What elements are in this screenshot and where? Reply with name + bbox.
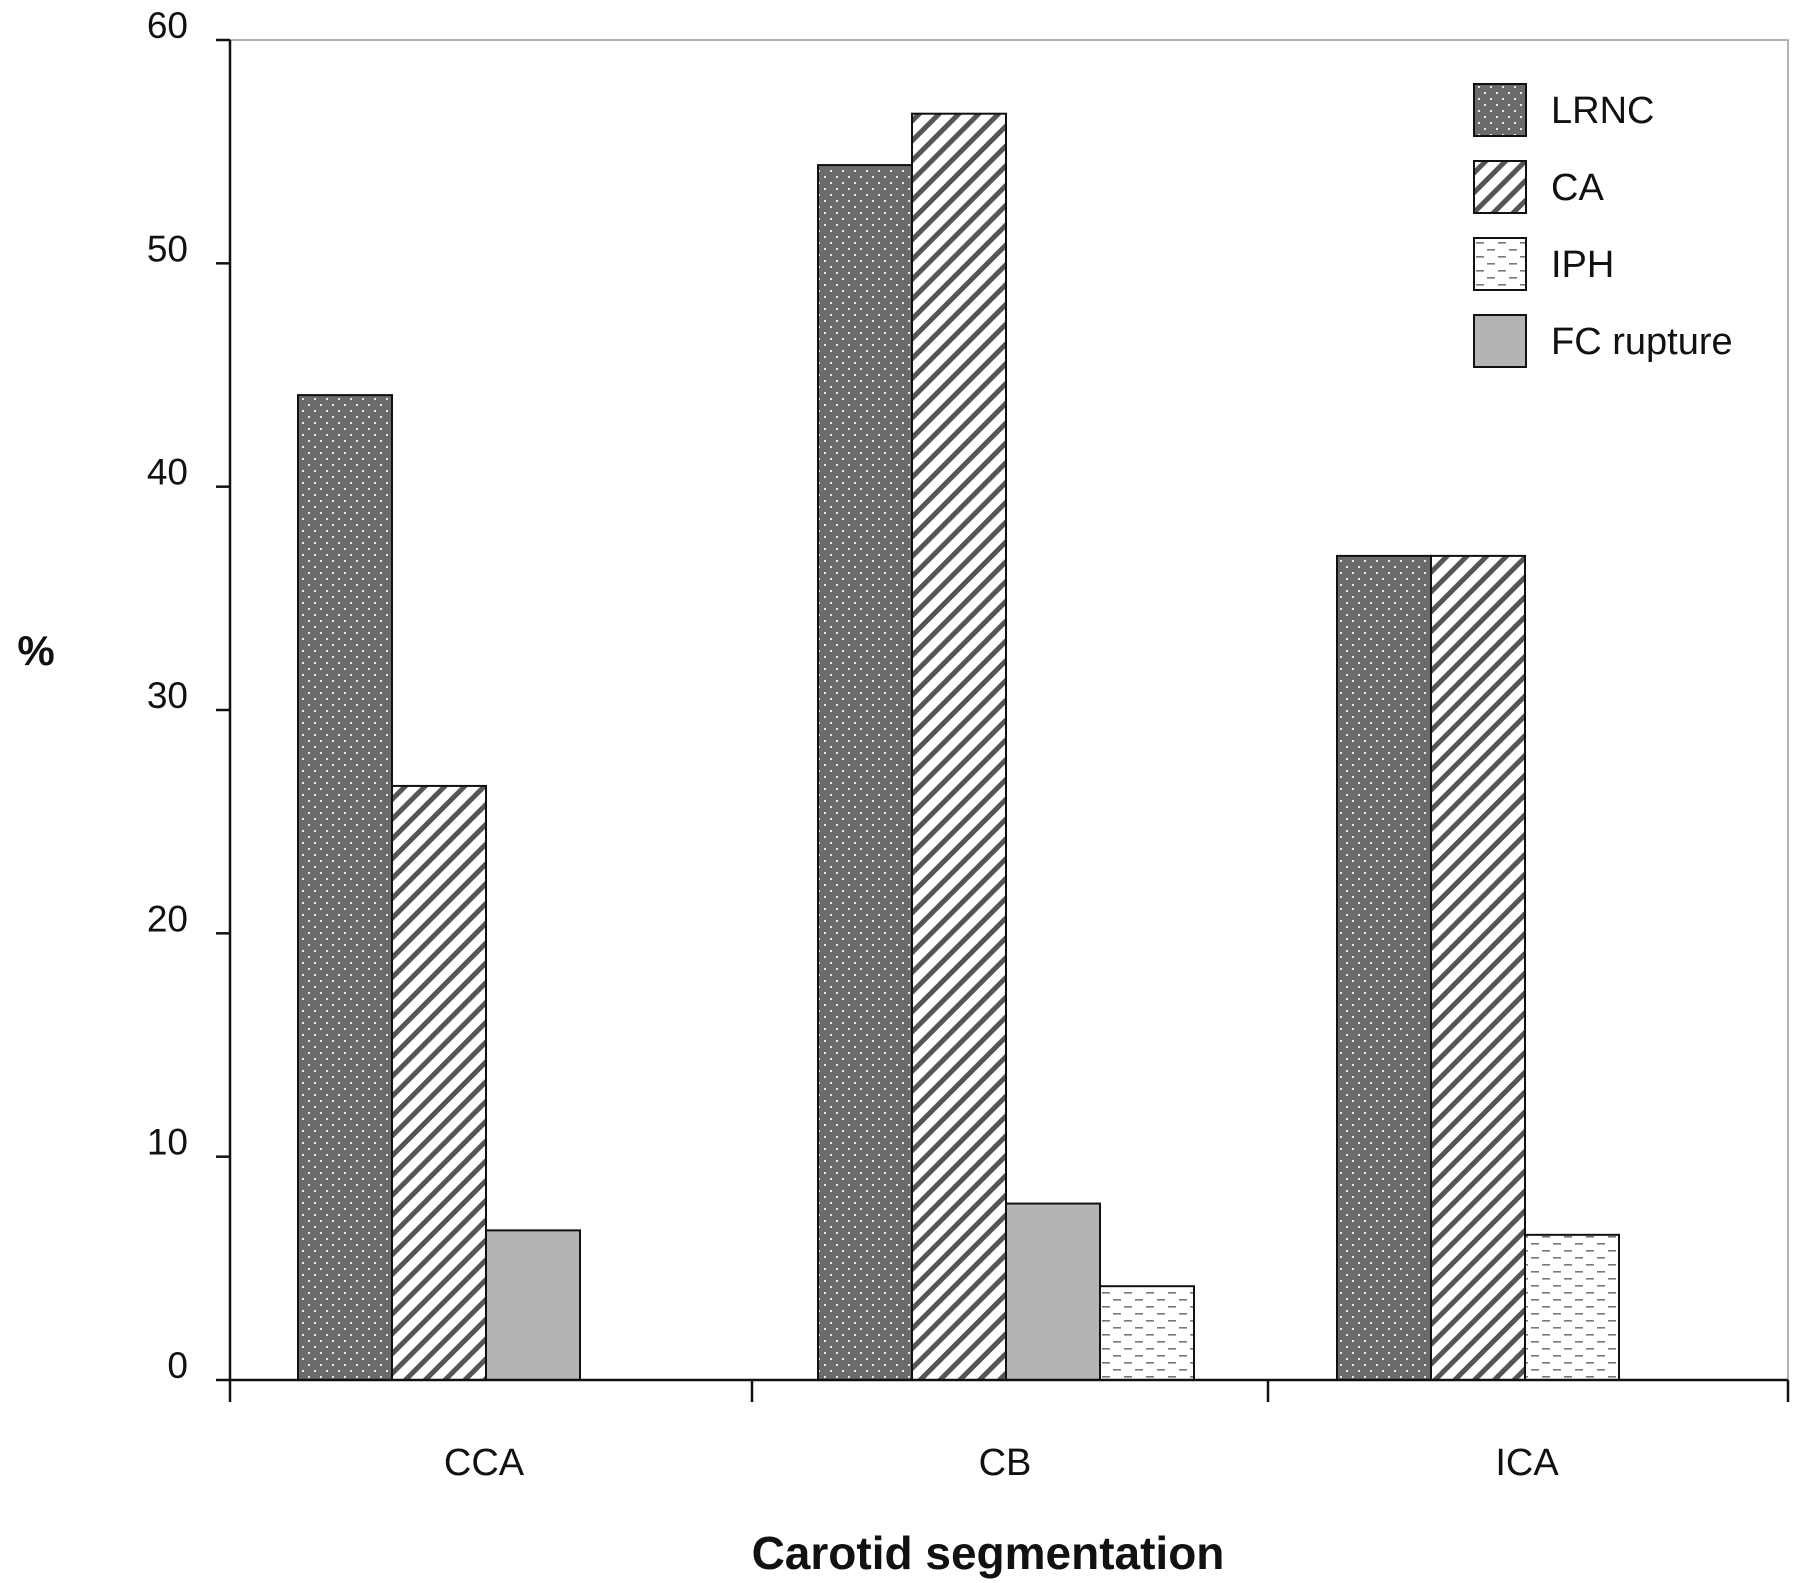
y-tick-label: 60 xyxy=(147,5,188,46)
y-tick-label: 0 xyxy=(167,1345,188,1386)
y-axis-label: % xyxy=(17,627,54,674)
bar-ica-lrnc xyxy=(1336,554,1432,1381)
legend: LRNC CA IPH FC rupture xyxy=(1473,83,1733,368)
legend-label-lrnc: LRNC xyxy=(1551,90,1654,132)
y-tick-label: 30 xyxy=(147,675,188,716)
legend-label-ca: CA xyxy=(1551,167,1604,209)
legend-swatch-ca xyxy=(1473,160,1527,214)
bar-ica-iph xyxy=(1524,1233,1620,1382)
legend-label-iph: IPH xyxy=(1551,244,1614,286)
y-tick-label: 40 xyxy=(147,452,188,493)
y-tick-label: 20 xyxy=(147,898,188,939)
bar-cb-fc-rupture xyxy=(1005,1202,1101,1381)
legend-swatch-iph xyxy=(1473,237,1527,291)
bar-cb-iph xyxy=(1099,1285,1195,1381)
x-tick-label-ica: ICA xyxy=(1495,1442,1559,1484)
legend-label-fc-rupture: FC rupture xyxy=(1551,321,1733,363)
y-tick-label: 10 xyxy=(147,1122,188,1163)
legend-swatch-lrnc xyxy=(1473,83,1527,137)
y-ticks-group: 0 10 20 30 40 50 60 xyxy=(147,5,230,1386)
x-tick-label-cca: CCA xyxy=(444,1442,525,1484)
bar-cca-ca xyxy=(391,784,487,1381)
x-tick-label-cb: CB xyxy=(979,1442,1032,1484)
x-axis-label: Carotid segmentation xyxy=(752,1527,1225,1579)
bars-group xyxy=(297,112,1620,1382)
legend-swatch-fc-rupture xyxy=(1473,314,1527,368)
bar-cb-lrnc xyxy=(817,164,913,1382)
bar-cca-fc-rupture xyxy=(485,1229,581,1382)
bar-ica-ca xyxy=(1430,554,1526,1381)
bar-cb-ca xyxy=(911,112,1007,1382)
bar-cca-lrnc xyxy=(297,394,393,1382)
x-ticks-group: CCA CB ICA xyxy=(228,1380,1790,1484)
y-tick-label: 50 xyxy=(147,228,188,269)
